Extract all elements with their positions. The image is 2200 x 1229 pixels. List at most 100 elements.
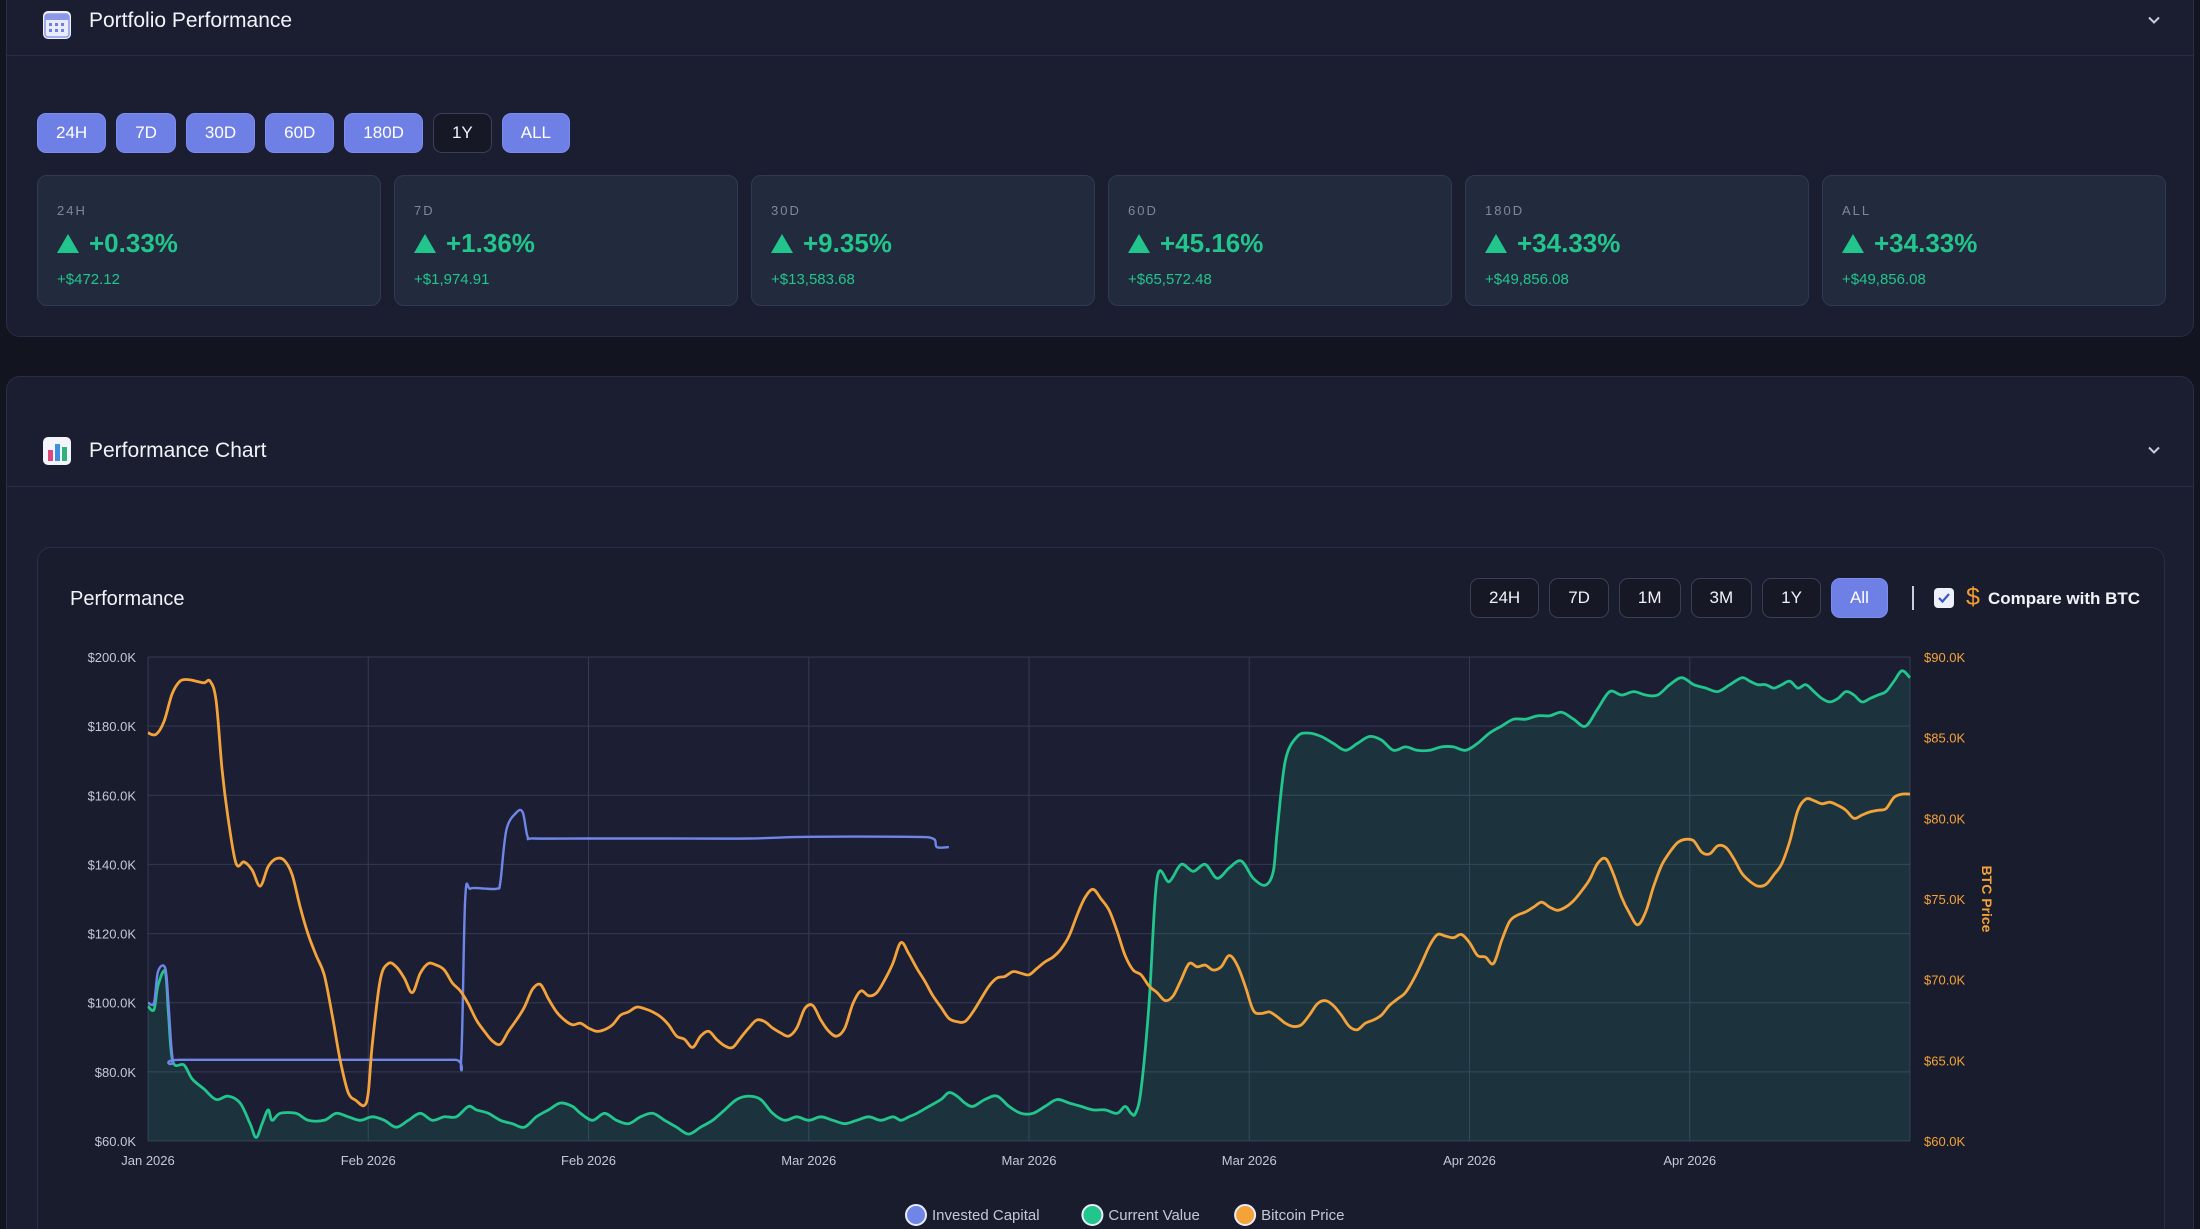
legend-marker [905, 1204, 927, 1226]
range-1y-button[interactable]: 1Y [1762, 578, 1821, 618]
range-all-button[interactable]: All [1830, 578, 1888, 618]
portfolio-performance-panel: Portfolio Performance 24H 7D 30D 60D 180D 1Y A… [6, 0, 2194, 337]
range-3m-button[interactable]: 3M [1690, 578, 1753, 618]
card-absolute-change: +$49,856.08 [1485, 271, 1569, 288]
up-triangle-icon [1128, 234, 1150, 253]
card-period-label: 24H [57, 203, 87, 218]
up-triangle-icon [414, 234, 436, 253]
y-left-tick-label: $100.0K [88, 996, 137, 1011]
range-7d-button[interactable]: 7D [1549, 578, 1609, 618]
performance-card: 30D +9.35% +$13,583.68 [751, 175, 1095, 306]
card-percent-value: +0.33% [89, 228, 178, 258]
chevron-down-icon[interactable] [2147, 13, 2161, 27]
card-percent-change: +0.33% [57, 228, 178, 259]
performance-chart-header[interactable]: Performance Chart [7, 415, 2193, 487]
period-1y-button[interactable]: 1Y [432, 113, 492, 153]
range-1m-button[interactable]: 1M [1618, 578, 1681, 618]
card-percent-change: +34.33% [1842, 228, 1977, 259]
compare-checkbox[interactable] [1934, 588, 1954, 608]
period-24h-button[interactable]: 24H [37, 113, 107, 153]
performance-card: 60D +45.16% +$65,572.48 [1108, 175, 1452, 306]
chart-title: Performance [70, 588, 185, 610]
period-60d-button[interactable]: 60D [265, 113, 335, 153]
y-right-tick-label: $70.0K [1924, 973, 1966, 988]
card-percent-value: +9.35% [803, 228, 892, 258]
x-tick-label: Jan 2026 [121, 1153, 175, 1168]
card-percent-value: +45.16% [1160, 228, 1264, 258]
up-triangle-icon [1485, 234, 1507, 253]
performance-chart-panel: Performance Chart Performance 24H 7D 1M 3M 1… [6, 376, 2194, 1229]
period-30d-button[interactable]: 30D [185, 113, 256, 153]
y-left-tick-label: $160.0K [88, 788, 137, 803]
y-right-tick-label: $80.0K [1924, 811, 1966, 826]
card-absolute-change: +$49,856.08 [1842, 271, 1926, 288]
card-absolute-change: +$472.12 [57, 271, 120, 288]
performance-card: 7D +1.36% +$1,974.91 [394, 175, 738, 306]
x-tick-label: Apr 2026 [1443, 1153, 1496, 1168]
card-percent-change: +34.33% [1485, 228, 1620, 259]
x-tick-label: Feb 2026 [341, 1153, 396, 1168]
x-tick-label: Mar 2026 [1222, 1153, 1277, 1168]
y-right-tick-label: $75.0K [1924, 892, 1966, 907]
compare-with-btc-label[interactable]: Compare with BTC [1988, 589, 2141, 608]
x-tick-label: Apr 2026 [1663, 1153, 1716, 1168]
y-left-tick-label: $60.0K [95, 1134, 137, 1149]
period-all-button[interactable]: ALL [501, 113, 570, 153]
card-percent-change: +1.36% [414, 228, 535, 259]
panel-title: Performance Chart [89, 439, 267, 462]
y-right-axis-label: BTC Price [1979, 866, 1995, 933]
y-right-tick-label: $65.0K [1924, 1053, 1966, 1068]
card-period-label: 180D [1485, 203, 1525, 218]
card-period-label: 7D [414, 203, 435, 218]
period-7d-button[interactable]: 7D [116, 113, 176, 153]
performance-card: 24H +0.33% +$472.12 [37, 175, 381, 306]
portfolio-performance-header[interactable]: Portfolio Performance [7, 1, 2193, 56]
card-period-label: ALL [1842, 203, 1872, 218]
calendar-icon [43, 11, 71, 39]
y-right-tick-label: $60.0K [1924, 1134, 1966, 1149]
y-right-tick-label: $85.0K [1924, 731, 1966, 746]
x-tick-label: Feb 2026 [561, 1153, 616, 1168]
legend-label: Current Value [1108, 1207, 1199, 1224]
y-left-tick-label: $180.0K [88, 719, 137, 734]
x-tick-label: Mar 2026 [1002, 1153, 1057, 1168]
period-180d-button[interactable]: 180D [344, 113, 423, 153]
card-percent-change: +9.35% [771, 228, 892, 259]
y-left-tick-label: $80.0K [95, 1065, 137, 1080]
panel-title: Portfolio Performance [89, 9, 293, 32]
card-percent-value: +1.36% [446, 228, 535, 258]
summary-cards: 24H +0.33% +$472.12 7D +1.36% +$1,974.91 30D +9… [37, 175, 2166, 306]
y-left-tick-label: $120.0K [88, 927, 137, 942]
performance-card: ALL +34.33% +$49,856.08 [1822, 175, 2166, 306]
up-triangle-icon [1842, 234, 1864, 253]
card-absolute-change: +$13,583.68 [771, 271, 855, 288]
invested-capital-line [147, 808, 949, 1072]
current-value-area [148, 670, 1910, 1141]
legend-marker [1081, 1204, 1104, 1226]
range-24h-button[interactable]: 24H [1470, 578, 1540, 618]
card-absolute-change: +$1,974.91 [414, 271, 490, 288]
card-period-label: 60D [1128, 203, 1158, 218]
performance-line-chart: $60.0K $80.0K $100.0K $120.0K $140.0K $160.0K… [88, 650, 1995, 1226]
legend-label: Bitcoin Price [1261, 1207, 1344, 1224]
divider [1912, 586, 1914, 610]
y-left-tick-label: $200.0K [88, 650, 137, 665]
legend-label: Invested Capital [932, 1207, 1040, 1224]
card-percent-change: +45.16% [1128, 228, 1263, 259]
dollar-icon: $ [1966, 583, 1980, 611]
bar-chart-icon [43, 437, 71, 465]
card-percent-value: +34.33% [1874, 228, 1978, 258]
current-value-line [147, 669, 1912, 1139]
performance-card: 180D +34.33% +$49,856.08 [1465, 175, 1809, 306]
y-left-tick-label: $140.0K [88, 857, 137, 872]
card-absolute-change: +$65,572.48 [1128, 271, 1212, 288]
card-percent-value: +34.33% [1517, 228, 1621, 258]
card-period-label: 30D [771, 203, 801, 218]
chart-card: Performance 24H 7D 1M 3M 1Y All $ Compare wit… [37, 547, 2165, 1229]
chevron-down-icon[interactable] [2147, 443, 2161, 457]
y-right-tick-label: $90.0K [1924, 650, 1966, 665]
bitcoin-price-line [147, 678, 1911, 1108]
up-triangle-icon [57, 234, 79, 253]
x-tick-label: Mar 2026 [781, 1153, 836, 1168]
up-triangle-icon [771, 234, 793, 253]
